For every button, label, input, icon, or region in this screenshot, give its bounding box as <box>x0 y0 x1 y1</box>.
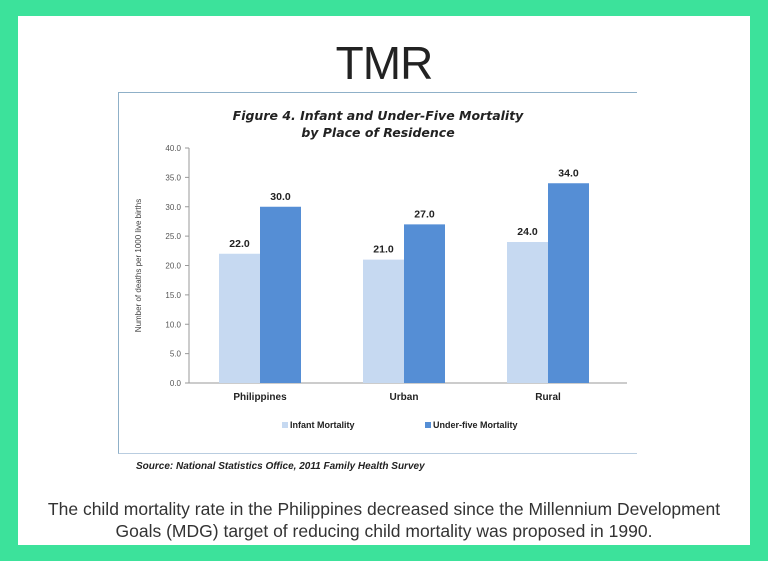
y-tick-label: 15.0 <box>165 291 181 300</box>
x-tick-label: Philippines <box>233 392 287 403</box>
caption-line-1: The child mortality rate in the Philippi… <box>47 499 721 519</box>
y-axis-label: Number of deaths per 1000 live births <box>134 199 143 332</box>
bar-under-five-philippines <box>260 206 301 383</box>
y-tick-label: 25.0 <box>165 232 181 241</box>
legend-label: Under-five Mortality <box>433 420 518 430</box>
chart-frame: Figure 4. Infant and Under-Five Mortalit… <box>118 92 637 454</box>
y-tick-label: 30.0 <box>165 203 181 212</box>
data-label: 27.0 <box>414 208 435 220</box>
slide-caption: The child mortality rate in the Philippi… <box>0 498 768 542</box>
caption-line-2: Goals (MDG) target of reducing child mor… <box>115 521 653 541</box>
legend-swatch <box>282 422 288 428</box>
y-tick-label: 35.0 <box>165 173 181 182</box>
data-label: 30.0 <box>270 191 291 203</box>
bar-under-five-rural <box>548 183 589 383</box>
data-label: 22.0 <box>229 238 250 250</box>
data-label: 21.0 <box>373 244 394 256</box>
x-tick-label: Rural <box>535 392 561 403</box>
y-tick-label: 10.0 <box>165 320 181 329</box>
y-tick-label: 5.0 <box>170 350 182 359</box>
chart-title: Figure 4. Infant and Under-Five Mortalit… <box>233 108 525 123</box>
bar-infant-rural <box>507 242 548 383</box>
y-tick-label: 20.0 <box>165 262 181 271</box>
y-tick-label: 40.0 <box>165 144 181 153</box>
chart-source: Source: National Statistics Office, 2011… <box>136 461 425 472</box>
data-label: 34.0 <box>558 167 579 179</box>
chart-subtitle: by Place of Residence <box>301 125 454 140</box>
y-tick-label: 0.0 <box>170 379 182 388</box>
bar-infant-urban <box>363 259 404 383</box>
legend-label: Infant Mortality <box>290 420 355 430</box>
x-tick-label: Urban <box>390 392 419 403</box>
data-label: 24.0 <box>517 226 538 238</box>
slide-title: TMR <box>335 37 434 89</box>
legend-swatch <box>425 422 431 428</box>
bar-chart: Figure 4. Infant and Under-Five Mortalit… <box>134 108 627 430</box>
bar-under-five-urban <box>404 224 445 383</box>
bar-infant-philippines <box>219 253 260 383</box>
